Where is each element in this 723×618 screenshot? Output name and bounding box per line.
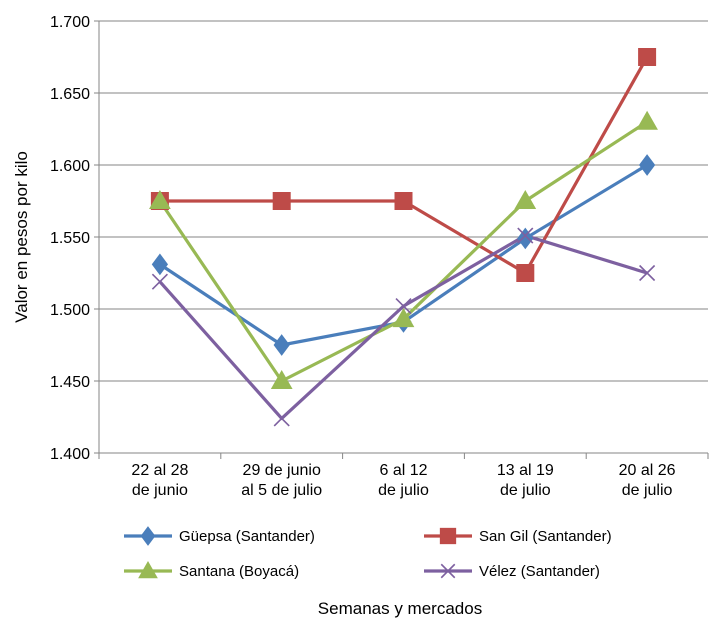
data-point [517, 227, 534, 250]
x-tick-label: 6 al 12 de julio [378, 462, 429, 499]
data-point [636, 110, 658, 130]
data-point [273, 334, 290, 356]
legend-item: Santana (Boyacá) [124, 560, 299, 580]
legend-layer: Güepsa (Santander) San Gil (Santander) San… [124, 526, 612, 580]
label-layer: 1.400 1.450 1.500 1.550 1.600 1.650 1.700 22 al… [50, 14, 676, 499]
data-point [639, 264, 656, 282]
y-tick-label: 1.500 [50, 302, 90, 319]
y-axis-title: Valor en pesos por kilo [12, 151, 31, 323]
data-point-stroke [151, 273, 168, 290]
data-point [392, 308, 415, 328]
data-point [151, 253, 169, 276]
data-point [140, 526, 156, 546]
x-tick-label: 22 al 28 de junio [131, 462, 188, 499]
data-point [138, 560, 158, 579]
x-axis-title: Semanas y mercados [318, 599, 482, 618]
data-point [517, 227, 534, 244]
data-point [270, 369, 293, 389]
data-point-stroke [639, 264, 656, 282]
data-point-stroke [517, 227, 534, 244]
data-point-stroke [273, 410, 290, 427]
y-tick-label: 1.700 [50, 14, 90, 31]
legend-item: San Gil (Santander) [424, 527, 612, 545]
x-tick-label: 29 de junio al 5 de julio [241, 462, 322, 499]
x-tick-label: 20 al 26 de julio [619, 462, 676, 499]
x-tick-label: 13 al 19 de julio [497, 462, 554, 499]
data-point [272, 192, 291, 210]
data-point [151, 273, 168, 290]
data-point [638, 48, 657, 66]
y-tick-label: 1.600 [50, 158, 90, 175]
grid-layer [99, 20, 708, 382]
legend-label: Santana (Boyacá) [179, 563, 299, 580]
y-tick-label: 1.650 [50, 86, 90, 103]
y-tick-label: 1.400 [50, 446, 90, 463]
y-tick-label: 1.450 [50, 374, 90, 391]
legend-item: Vélez (Santander) [424, 563, 600, 580]
data-point [638, 154, 656, 176]
legend-label: Güepsa (Santander) [179, 528, 315, 545]
data-point [149, 189, 171, 209]
data-point [395, 298, 412, 315]
data-point [394, 192, 413, 210]
legend-label: Vélez (Santander) [479, 563, 600, 580]
data-point-stroke [395, 298, 412, 315]
series-layer [149, 48, 658, 427]
axis-layer [94, 20, 709, 459]
legend-item: Güepsa (Santander) [124, 526, 315, 546]
y-tick-label: 1.550 [50, 230, 90, 247]
data-point [273, 410, 290, 427]
data-point [514, 189, 537, 209]
data-point [439, 527, 457, 545]
data-point-stroke [440, 563, 456, 579]
data-point [440, 563, 456, 579]
data-point [516, 264, 535, 282]
legend-label: San Gil (Santander) [479, 528, 612, 545]
